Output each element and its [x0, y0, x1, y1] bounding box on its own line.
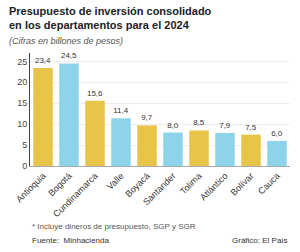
svg-text:7,5: 7,5: [245, 123, 257, 132]
svg-text:Cauca: Cauca: [256, 171, 281, 196]
svg-text:Atlántico: Atlántico: [198, 171, 229, 202]
svg-text:8,5: 8,5: [193, 118, 205, 127]
svg-text:8,0: 8,0: [167, 121, 179, 130]
svg-text:Cundinamarca: Cundinamarca: [51, 171, 99, 219]
svg-text:7,9: 7,9: [219, 121, 231, 130]
svg-text:Fuente: Minhacienda: Fuente: Minhacienda: [32, 236, 109, 245]
svg-text:15,6: 15,6: [87, 89, 103, 98]
svg-text:0: 0: [22, 161, 27, 171]
svg-text:24,5: 24,5: [61, 51, 77, 60]
svg-text:5: 5: [22, 140, 27, 150]
svg-text:23,4: 23,4: [35, 56, 51, 65]
svg-text:Santander: Santander: [141, 171, 177, 207]
svg-text:Bolívar: Bolívar: [229, 171, 256, 198]
svg-text:Boyacá: Boyacá: [123, 171, 151, 199]
svg-text:25: 25: [17, 57, 27, 67]
svg-text:Tolima: Tolima: [178, 171, 203, 196]
svg-text:6,0: 6,0: [271, 129, 283, 138]
svg-text:20: 20: [17, 77, 27, 87]
svg-text:Presupuesto de inversión conso: Presupuesto de inversión consolidadoen l…: [9, 5, 212, 46]
svg-text:11,4: 11,4: [113, 106, 129, 115]
svg-text:Gráfico: El País: Gráfico: El País: [232, 236, 288, 245]
svg-text:9,7: 9,7: [141, 113, 153, 122]
svg-text:* Incluye dineros de presupues: * Incluye dineros de presupuesto, SGP y …: [32, 222, 196, 231]
svg-text:Bogotá: Bogotá: [46, 171, 73, 198]
svg-text:15: 15: [17, 98, 27, 108]
svg-text:Valle: Valle: [105, 171, 126, 192]
svg-text:10: 10: [17, 119, 27, 129]
svg-text:Antioquia: Antioquia: [14, 171, 48, 205]
